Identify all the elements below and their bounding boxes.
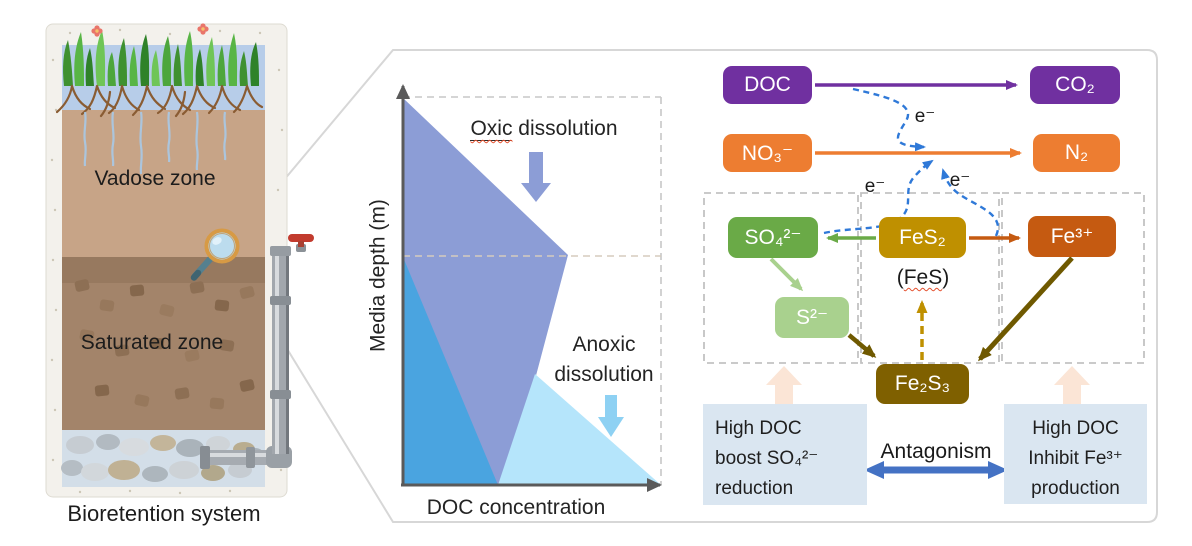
electron-label-1: e⁻ [914, 106, 936, 127]
right-info-line1: High DOC [1032, 418, 1119, 439]
process-dashed-boxes [703, 192, 1145, 364]
electron-flow-arrows [823, 87, 1000, 237]
speckle-texture [50, 28, 284, 495]
fes-note: (FeS) [880, 265, 966, 290]
node-n2: N₂ [1033, 134, 1120, 172]
right-info-line2: Inhibit Fe³⁺ [1028, 448, 1123, 469]
node-no3: NO₃⁻ [723, 134, 812, 172]
y-axis-label: Media depth (m) [366, 199, 390, 353]
oxic-dissolution-label: Oxic dissolution [454, 116, 634, 141]
fes-open: ( [896, 266, 904, 289]
fes-word: FeS [903, 266, 943, 289]
saturated-zone-label: Saturated zone [80, 331, 224, 354]
left-info-line2: boost SO₄²⁻ [715, 448, 819, 469]
antagonism-label: Antagonism [880, 440, 992, 463]
left-info-line1: High DOC [715, 418, 802, 439]
node-fe2s3: Fe₂S₃ [876, 364, 969, 404]
fes-close: ) [942, 266, 950, 289]
antagonism-double-arrow [864, 461, 1008, 479]
right-info-line3: production [1031, 478, 1120, 499]
anoxic-dissolution-label: Anoxic dissolution [524, 330, 684, 390]
flower [197, 23, 209, 35]
node-fes2: FeS₂ [879, 217, 966, 258]
roots [55, 84, 264, 118]
oxic-word: Oxic [470, 117, 513, 141]
gravel-layer [61, 430, 265, 487]
x-axis-label: DOC concentration [426, 496, 606, 519]
reaction-arrows [769, 80, 1074, 362]
info-box-left: High DOC boost SO₄²⁻ reduction [703, 404, 867, 505]
node-so4: SO₄²⁻ [728, 217, 818, 258]
anoxic-region [498, 374, 661, 485]
electron-label-2: e⁻ [864, 176, 886, 197]
valve-icon [288, 234, 314, 252]
left-info-line3: reduction [715, 478, 794, 499]
peach-up-arrow-right [1054, 366, 1090, 404]
underdrain-pipe [200, 234, 314, 469]
infiltration-streaks [83, 111, 227, 175]
node-fe3: Fe³⁺ [1028, 216, 1116, 257]
oxic-rest: dissolution [512, 117, 618, 140]
deep-blue-region [403, 257, 498, 485]
node-s2: S²⁻ [775, 297, 849, 338]
node-doc: DOC [723, 66, 812, 104]
saturated-chunks [74, 279, 255, 410]
oxic-down-arrow [521, 152, 551, 202]
vadose-zone-label: Vadose zone [94, 167, 216, 190]
node-co2: CO₂ [1030, 66, 1120, 104]
anoxic-down-arrow [598, 395, 624, 437]
influence-arrows [766, 366, 1090, 479]
grass [63, 23, 259, 86]
depth-chart [396, 84, 662, 492]
info-box-right: High DOC Inhibit Fe³⁺ production [1004, 404, 1147, 504]
bioretention-illustration [45, 23, 314, 498]
peach-up-arrow-left [766, 366, 802, 404]
magnifier-icon [190, 228, 240, 281]
electron-label-3: e⁻ [949, 170, 971, 191]
bioretention-caption: Bioretention system [67, 501, 261, 526]
anoxic-line2: dissolution [554, 363, 654, 386]
anoxic-line1: Anoxic [572, 333, 636, 356]
flower [91, 25, 103, 37]
